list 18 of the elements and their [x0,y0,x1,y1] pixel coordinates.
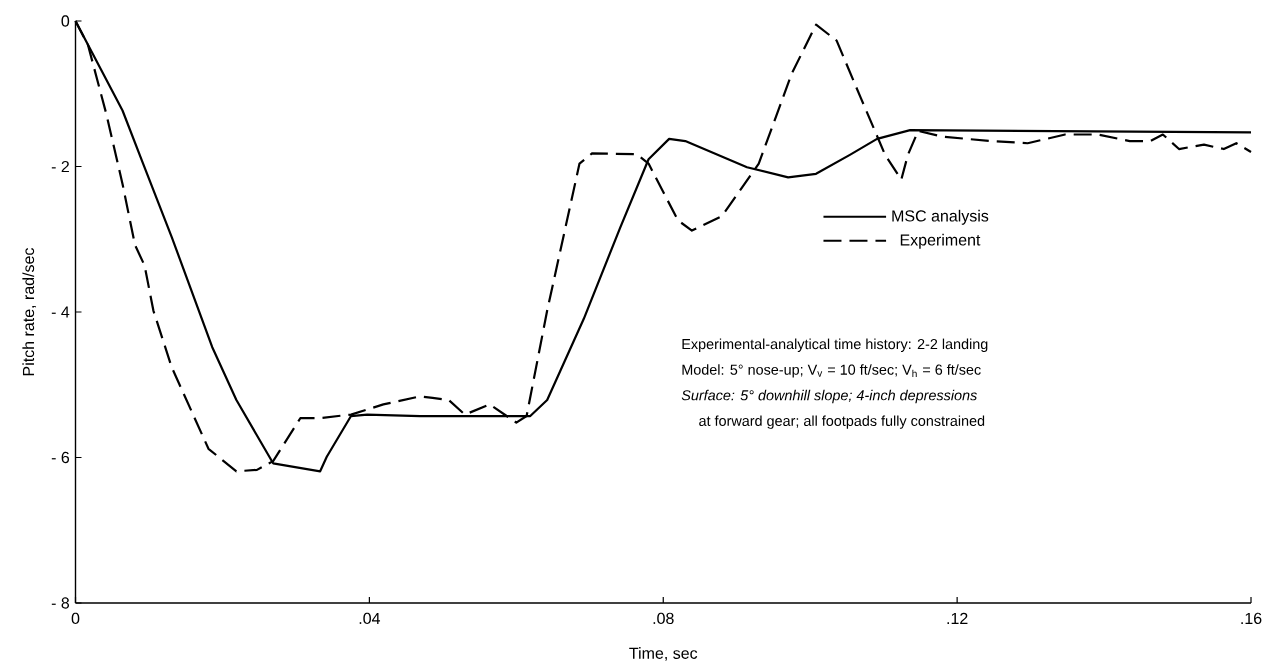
x-tick-label: .12 [947,612,968,624]
x-tick-label: .16 [1241,612,1262,625]
x-tick-label: 0 [71,612,80,625]
y-tick-label: - 2 [51,160,69,173]
legend-label: MSC analysis [892,209,989,225]
annotation: Experimental-analytical time history: 2-2 landing [682,338,988,353]
y-tick-label: - 4 [51,306,70,318]
annotation: Model: 5° nose-up; V$_{v}$ = 10 ft/sec; V$_{h}$ = 6 ft/sec [682,364,981,378]
annotation: at forward gear; all footpads fully constrained [699,415,985,429]
x-axis-title: Time, sec [629,647,698,661]
annotation: Surface: 5° downhill slope; 4-inch depressions [681,389,977,404]
legend-label: Experiment [900,233,981,249]
x-tick-label: .04 [359,612,381,625]
y-tick-label: - 8 [51,597,70,609]
x-tick-label: .08 [653,612,674,625]
y-tick-label: - 6 [51,451,70,464]
y-axis-title: Pitch rate, rad/sec [22,247,37,376]
y-tick-label: 0 [61,15,70,27]
